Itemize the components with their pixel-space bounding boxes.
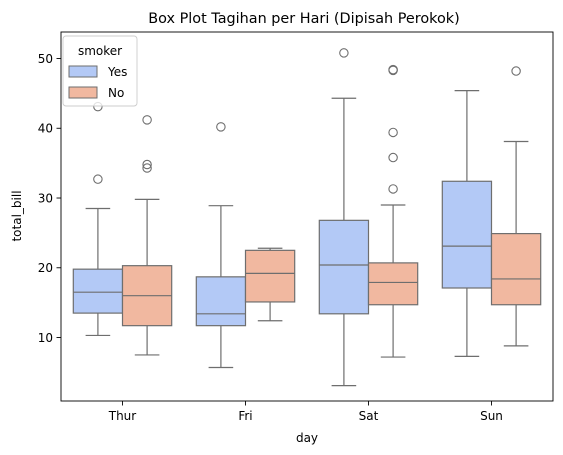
box-thur-no (121, 115, 173, 356)
outlier-point (93, 174, 103, 184)
box-iqr (244, 249, 296, 303)
y-axis-label: total_bill (10, 190, 24, 241)
x-tick-label: Sat (359, 409, 379, 423)
box-sun-no (490, 66, 542, 347)
legend-label-no: No (108, 86, 124, 100)
legend: smoker Yes No (62, 35, 138, 107)
x-tick-label: Fri (238, 409, 252, 423)
y-tick-label: 50 (38, 52, 53, 66)
outlier-point (388, 152, 398, 163)
plot-area (72, 48, 542, 387)
outlier-point (142, 163, 152, 173)
outlier-point (142, 115, 152, 125)
outlier-point (388, 127, 398, 138)
outlier-point (216, 122, 226, 132)
legend-title: smoker (78, 44, 122, 58)
outlier-point (511, 66, 521, 76)
y-tick-label: 40 (38, 122, 53, 136)
box-iqr (490, 232, 542, 306)
y-axis: 10 20 30 40 50 (38, 52, 61, 345)
legend-swatch-no (68, 86, 98, 99)
box-iqr (318, 219, 370, 315)
outlier-point (339, 48, 349, 58)
box-sat-no (367, 64, 419, 358)
y-tick-label: 10 (38, 331, 53, 345)
outlier-point (388, 184, 398, 194)
box-fri-no (244, 247, 296, 322)
box-sat-yes (318, 48, 370, 387)
x-axis: Thur Fri Sat Sun (108, 401, 503, 423)
box-sun-yes (441, 89, 493, 357)
box-iqr (72, 268, 124, 314)
plot-frame (60, 31, 554, 402)
chart-title: Box Plot Tagihan per Hari (Dipisah Perok… (148, 11, 459, 27)
box-iqr (441, 180, 493, 289)
outlier-point (388, 64, 398, 75)
box-iqr (367, 262, 419, 306)
y-tick-label: 20 (38, 261, 53, 275)
x-axis-label: day (296, 431, 318, 445)
legend-swatch-yes (68, 65, 98, 78)
legend-label-yes: Yes (107, 65, 127, 79)
box-iqr (195, 276, 247, 327)
x-tick-label: Thur (108, 409, 137, 423)
x-tick-label: Sun (480, 409, 503, 423)
box-fri-yes (195, 122, 247, 369)
y-tick-label: 30 (38, 191, 53, 205)
box-thur-yes (72, 101, 124, 337)
outlier-point (142, 159, 152, 170)
